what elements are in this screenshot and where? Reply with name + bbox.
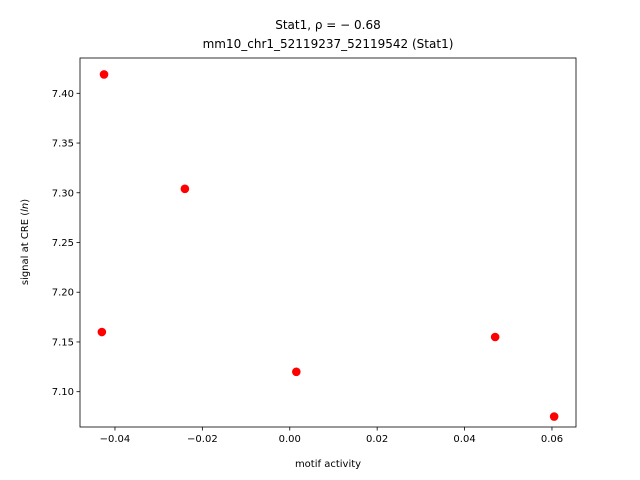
x-tick-label: −0.04 — [100, 434, 131, 445]
plot-area-frame — [79, 57, 577, 428]
y-tick-label: 7.25 — [52, 238, 74, 249]
y-tick-label: 7.10 — [52, 387, 74, 398]
y-axis-label-italic: ln — [20, 203, 31, 212]
points-layer — [97, 70, 559, 421]
x-tick-label: 0.00 — [279, 434, 301, 445]
x-tick-label: 0.02 — [366, 434, 388, 445]
x-tick-label: −0.02 — [187, 434, 218, 445]
x-tick-label: 0.04 — [453, 434, 475, 445]
y-tick-label: 7.15 — [52, 337, 74, 348]
ticks-layer: −0.04 −0.02 0.00 0.02 0.04 0.06 7.10 7.15 7.20 7.… — [52, 89, 563, 445]
data-point — [549, 412, 559, 421]
data-point — [180, 184, 190, 194]
x-axis-label: motif activity — [295, 459, 361, 470]
y-tick-label: 7.40 — [52, 89, 74, 100]
y-tick-label: 7.30 — [52, 188, 74, 199]
y-axis-label-prefix: signal at CRE ( — [20, 212, 31, 285]
chart-title-line2: mm10_chr1_52119237_52119542 (Stat1) — [203, 37, 454, 51]
data-point — [97, 327, 107, 337]
data-point — [292, 367, 301, 377]
y-tick-label: 7.35 — [52, 139, 74, 150]
y-axis-label: signal at CRE (ln) — [20, 199, 31, 285]
y-axis-label-suffix: ) — [20, 199, 31, 203]
chart-title-line1: Stat1, ρ = − 0.68 — [275, 18, 381, 32]
data-point — [99, 70, 109, 79]
y-tick-label: 7.20 — [52, 288, 74, 299]
x-tick-label: 0.06 — [541, 434, 563, 445]
data-point — [490, 332, 500, 342]
